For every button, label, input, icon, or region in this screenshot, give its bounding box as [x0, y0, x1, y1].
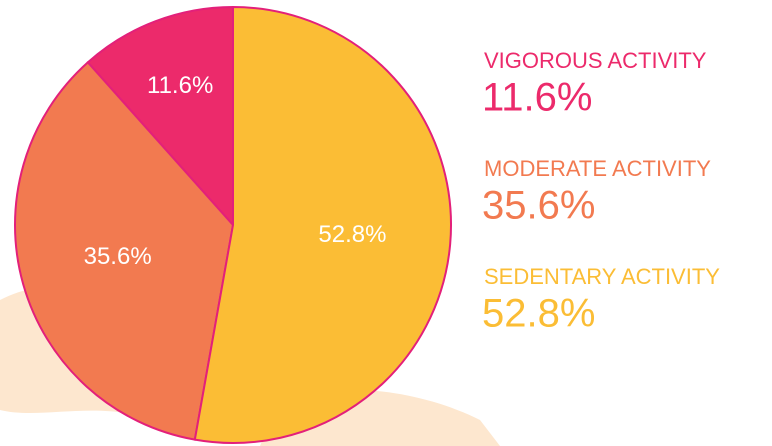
slice-label: 52.8% — [318, 221, 386, 248]
slice-label: 35.6% — [84, 243, 152, 270]
pie: 11.6% 35.6% 52.8% — [14, 5, 452, 444]
legend-value: 52.8% — [482, 292, 595, 336]
pie-slice — [193, 5, 452, 444]
legend: VIGOROUS ACTIVITY 11.6% MODERATE ACTIVITY 3… — [482, 48, 720, 336]
pie-slice — [86, 5, 234, 228]
legend-name: SEDENTARY ACTIVITY — [484, 264, 720, 289]
legend-value: 35.6% — [482, 184, 595, 228]
pie-slice — [14, 60, 235, 441]
legend-name: MODERATE ACTIVITY — [484, 156, 711, 181]
legend-name: VIGOROUS ACTIVITY — [484, 48, 707, 73]
slice-label: 11.6% — [147, 72, 213, 99]
legend-value: 11.6% — [482, 76, 592, 120]
